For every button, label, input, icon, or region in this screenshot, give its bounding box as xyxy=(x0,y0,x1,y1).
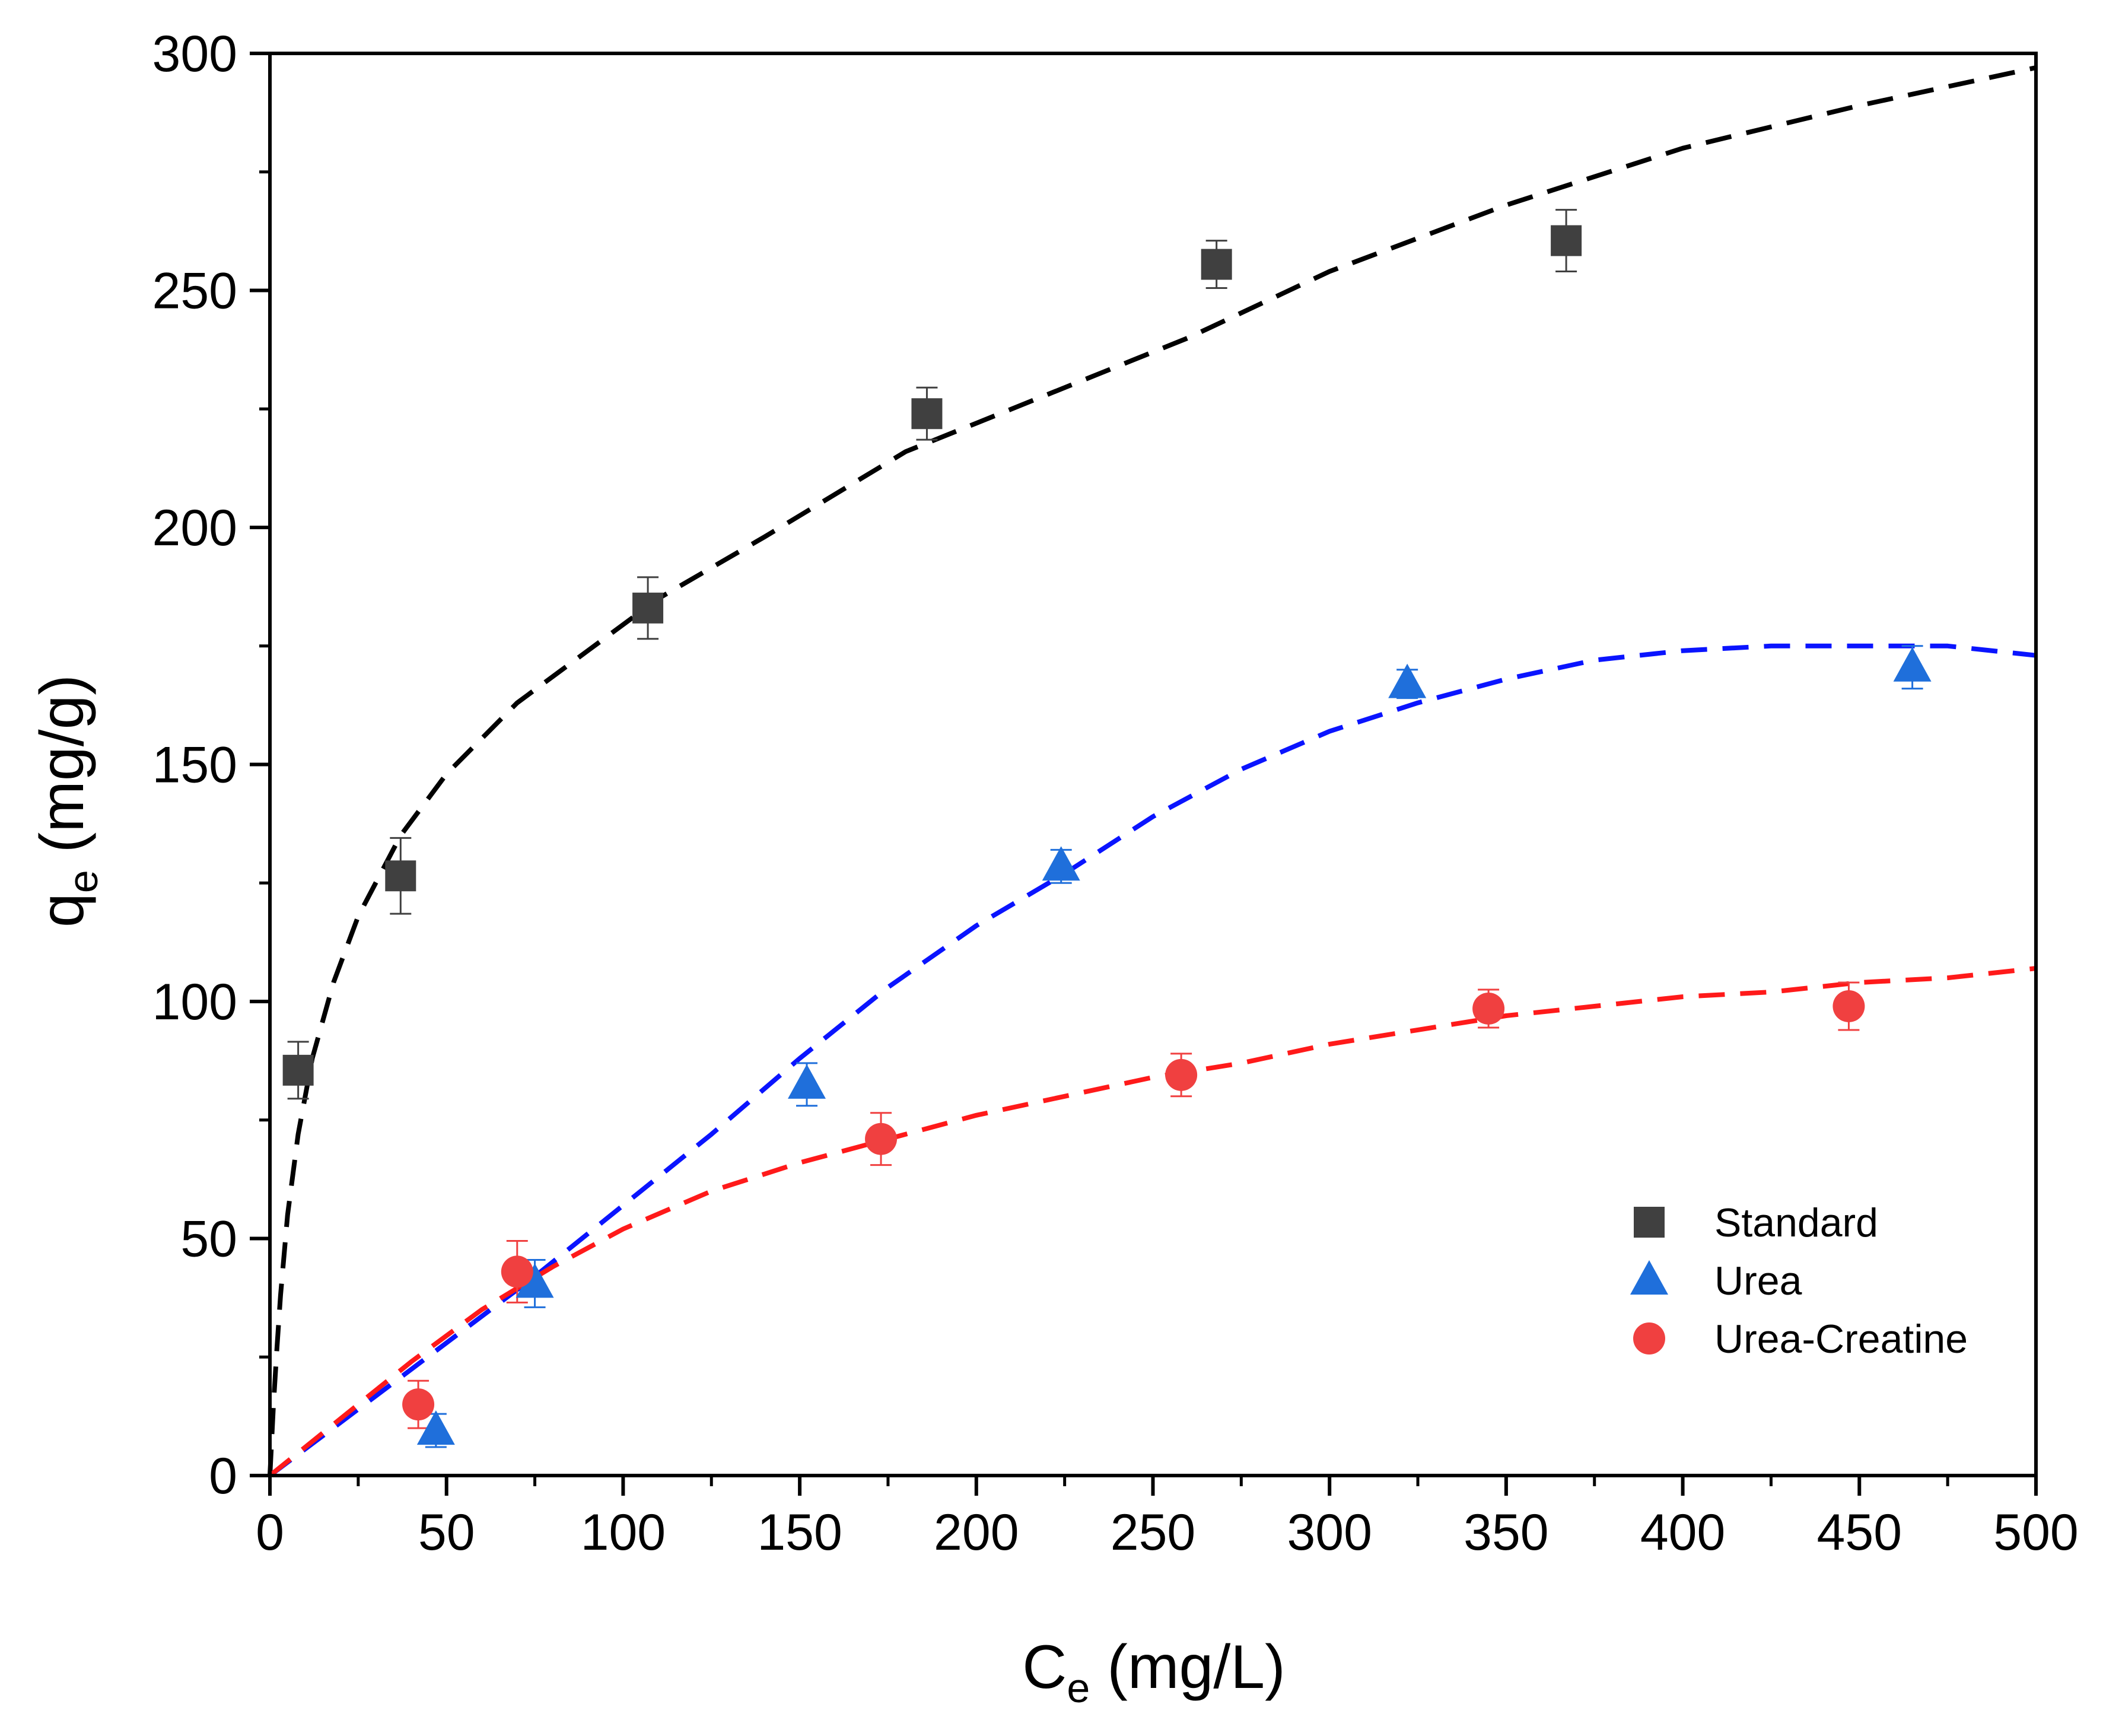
point-standard-3 xyxy=(911,398,943,430)
data-markers xyxy=(282,225,1932,1445)
x-axis-title-sub: e xyxy=(1067,1665,1090,1711)
y-tick-label: 300 xyxy=(152,26,238,82)
x-tick-label: 0 xyxy=(256,1504,284,1561)
point-urea-creatine-3 xyxy=(1165,1058,1198,1091)
legend-item-urea: Urea xyxy=(1630,1258,1802,1303)
y-tick-label: 0 xyxy=(209,1448,237,1505)
legend-marker xyxy=(1630,1260,1668,1295)
x-tick-label: 100 xyxy=(581,1504,666,1561)
point-standard-5 xyxy=(1551,225,1582,256)
point-standard-4 xyxy=(1201,249,1232,280)
x-axis-title-main: C xyxy=(1022,1633,1067,1702)
x-tick-label: 500 xyxy=(1993,1504,2079,1561)
x-tick-label: 350 xyxy=(1463,1504,1549,1561)
error-bars xyxy=(287,209,1923,1448)
x-tick-label: 250 xyxy=(1111,1504,1196,1561)
x-tick-label: 50 xyxy=(418,1504,475,1561)
x-tick-label: 450 xyxy=(1817,1504,1902,1561)
point-urea-creatine-5 xyxy=(1832,990,1865,1022)
point-urea-creatine-1 xyxy=(501,1255,533,1288)
point-standard-1 xyxy=(385,860,416,892)
point-standard-0 xyxy=(282,1054,314,1086)
y-tick-label: 250 xyxy=(152,263,238,320)
x-tick-label: 400 xyxy=(1640,1504,1726,1561)
legend-marker xyxy=(1634,1207,1665,1238)
x-tick-label: 300 xyxy=(1287,1504,1372,1561)
y-axis-title: qe (mg/g) xyxy=(28,675,106,927)
y-tick-label: 100 xyxy=(152,974,238,1031)
legend: Standard Urea Urea-Creatine xyxy=(1630,1200,1968,1362)
point-urea-creatine-2 xyxy=(865,1123,898,1155)
axes: 0 50 100 150 200 250 300 350 400 450 500 0 50 100 150 2… xyxy=(152,26,2079,1561)
point-urea-1 xyxy=(516,1263,554,1298)
point-urea-5 xyxy=(1893,647,1932,682)
y-tick-label: 150 xyxy=(152,737,238,794)
x-axis-title: Ce (mg/L) xyxy=(1022,1633,1285,1711)
legend-label: Urea xyxy=(1714,1258,1802,1303)
point-standard-2 xyxy=(632,592,664,624)
y-axis-title-unit: (mg/g) xyxy=(28,675,97,870)
x-axis-title-unit: (mg/L) xyxy=(1090,1633,1285,1702)
legend-item-standard: Standard xyxy=(1634,1200,1878,1245)
legend-item-urea-creatine: Urea-Creatine xyxy=(1633,1317,1968,1362)
y-tick-label: 50 xyxy=(180,1211,237,1268)
legend-label: Standard xyxy=(1714,1200,1878,1245)
fit-curve-standard xyxy=(268,65,2037,1476)
legend-marker xyxy=(1633,1322,1665,1355)
point-urea-creatine-4 xyxy=(1472,992,1505,1025)
y-axis-title-main: q xyxy=(28,893,97,927)
y-axis-title-sub: e xyxy=(60,870,106,893)
fit-curve-urea xyxy=(268,643,2037,1478)
point-urea-3 xyxy=(1042,846,1080,881)
point-urea-2 xyxy=(788,1064,826,1099)
legend-label: Urea-Creatine xyxy=(1714,1317,1968,1362)
point-urea-creatine-0 xyxy=(402,1388,435,1421)
x-tick-label: 200 xyxy=(934,1504,1019,1561)
x-tick-label: 150 xyxy=(757,1504,842,1561)
y-tick-label: 200 xyxy=(152,500,238,557)
point-urea-0 xyxy=(416,1410,455,1445)
point-urea-4 xyxy=(1388,663,1427,698)
